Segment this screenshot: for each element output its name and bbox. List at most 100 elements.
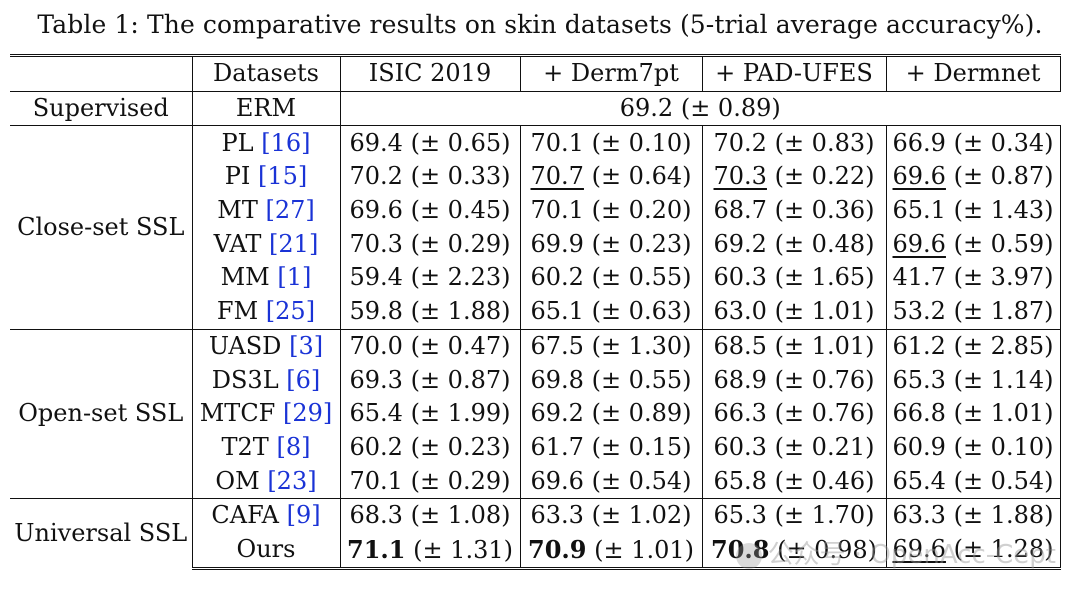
value-cell: 60.3 (± 1.65) (701, 261, 886, 295)
group-label: Close-set SSL (10, 125, 192, 329)
std-value: (± 0.21) (766, 432, 875, 461)
group-label: Universal SSL (10, 497, 192, 569)
value-cell: 70.0 (± 0.47) (339, 328, 520, 364)
mean-value: 68.5 (713, 331, 767, 360)
mean-value: 61.2 (892, 331, 946, 360)
std-value: (± 1.88) (402, 297, 511, 326)
mean-value: 70.9 (528, 534, 587, 564)
std-value: (± 1.99) (402, 399, 511, 428)
citation-link[interactable]: [9] (286, 501, 321, 530)
std-value: (± 0.83) (766, 128, 875, 157)
method-name: MTCF (199, 399, 276, 428)
mean-value: 69.8 (530, 365, 584, 394)
value-cell: 60.2 (± 0.55) (519, 261, 702, 295)
value-cell: 69.6 (± 0.45) (339, 193, 520, 228)
mean-value: 68.9 (713, 365, 767, 394)
citation-link[interactable]: [25] (265, 297, 316, 326)
method-name: FM (216, 297, 259, 326)
std-value: (± 0.15) (583, 432, 692, 461)
value-cell: 70.1 (± 0.29) (339, 464, 520, 499)
value-cell: 69.6 (± 0.59) (885, 227, 1061, 262)
value-cell: 60.9 (± 0.10) (885, 430, 1061, 465)
mean-value: 68.7 (713, 196, 767, 225)
header-group-cell (10, 54, 192, 92)
std-value: (± 1.43) (945, 196, 1054, 225)
std-value: (± 0.10) (945, 432, 1054, 461)
citation-link[interactable]: [6] (286, 365, 321, 394)
std-value: (± 0.87) (402, 365, 511, 394)
value-cell: 65.1 (± 1.43) (885, 193, 1061, 228)
mean-value: 63.3 (892, 501, 946, 530)
mean-value: 69.4 (349, 128, 403, 157)
method-name: CAFA (211, 501, 279, 530)
std-value: (± 0.89) (583, 399, 692, 428)
table-row: MM [1] 59.4 (± 2.23) 60.2 (± 0.55) 60.3 (± … (10, 261, 1061, 295)
header-isic2019: ISIC 2019 (339, 54, 520, 92)
method-name: MT (217, 196, 258, 225)
std-value: (± 1.28) (945, 535, 1054, 564)
method-cell: MTCF [29] (191, 396, 340, 431)
mean-value: 70.7 (530, 162, 584, 191)
mean-value: 69.6 (349, 196, 403, 225)
std-value: (± 0.55) (583, 365, 692, 394)
mean-value: 53.2 (892, 297, 946, 326)
mean-value: 67.5 (530, 331, 584, 360)
header-derm7pt: + Derm7pt (519, 54, 702, 92)
value-cell: 63.0 (± 1.01) (701, 294, 886, 329)
std-value: (± 1.02) (583, 501, 692, 530)
mean-value: 69.6 (530, 466, 584, 495)
value-cell: 70.2 (± 0.83) (701, 125, 886, 161)
mean-value: 60.2 (530, 263, 584, 292)
method-cell: UASD [3] (191, 328, 340, 364)
mean-value: 60.9 (892, 432, 946, 461)
std-value: (± 1.01) (766, 297, 875, 326)
citation-link[interactable]: [3] (289, 331, 324, 360)
value-cell: 68.7 (± 0.36) (701, 193, 886, 228)
value-cell: 65.3 (± 1.14) (885, 363, 1061, 397)
mean-value: 63.0 (713, 297, 767, 326)
value-cell: 59.4 (± 2.23) (339, 261, 520, 295)
mean-value: 70.0 (349, 331, 403, 360)
table-row: T2T [8] 60.2 (± 0.23) 61.7 (± 0.15) 60.3 (±… (10, 430, 1061, 465)
citation-link[interactable]: [16] (261, 128, 311, 157)
mean-value: 65.3 (892, 365, 946, 394)
citation-link[interactable]: [23] (267, 466, 317, 495)
header-datasets: Datasets (191, 54, 340, 92)
method-name: VAT (213, 229, 262, 258)
mean-value: 69.6 (892, 229, 946, 258)
mean-value: 65.1 (892, 196, 946, 225)
std-value: (± 0.36) (766, 196, 875, 225)
citation-link[interactable]: [1] (277, 263, 312, 292)
mean-value: 68.3 (349, 501, 403, 530)
mean-value: 65.4 (892, 466, 946, 495)
mean-value: 59.8 (349, 297, 403, 326)
method-cell: PL [16] (191, 125, 340, 161)
std-value: (± 0.29) (402, 229, 511, 258)
citation-link[interactable]: [29] (282, 399, 333, 428)
mean-value: 41.7 (892, 263, 946, 292)
std-value: (± 2.85) (945, 331, 1054, 360)
citation-link[interactable]: [21] (269, 229, 319, 258)
value-cell: 69.4 (± 0.65) (339, 125, 520, 161)
value-cell: 70.9 (± 1.01) (519, 532, 702, 570)
citation-link[interactable]: [8] (276, 432, 311, 461)
header-dermnet: + Dermnet (885, 54, 1061, 92)
value-cell: 70.8 (± 0.98) (701, 532, 886, 570)
method-name: DS3L (211, 365, 279, 394)
mean-value: 69.6 (892, 162, 946, 191)
value-cell: 69.8 (± 0.55) (519, 363, 702, 397)
mean-value: 70.8 (711, 534, 770, 564)
mean-value: 66.8 (892, 399, 946, 428)
mean-value: 66.9 (892, 128, 946, 157)
std-value: (± 0.76) (766, 365, 875, 394)
method-cell: CAFA [9] (191, 497, 340, 533)
value-cell: 70.1 (± 0.10) (519, 125, 702, 161)
citation-link[interactable]: [27] (265, 196, 315, 225)
std-value: (± 3.97) (945, 263, 1054, 292)
value-cell: 66.9 (± 0.34) (885, 125, 1061, 161)
std-value: (± 1.87) (945, 297, 1054, 326)
value-cell: 65.3 (± 1.70) (701, 497, 886, 533)
mean-value: 70.2 (349, 162, 403, 191)
mean-value: 65.3 (713, 501, 767, 530)
citation-link[interactable]: [15] (258, 162, 308, 191)
